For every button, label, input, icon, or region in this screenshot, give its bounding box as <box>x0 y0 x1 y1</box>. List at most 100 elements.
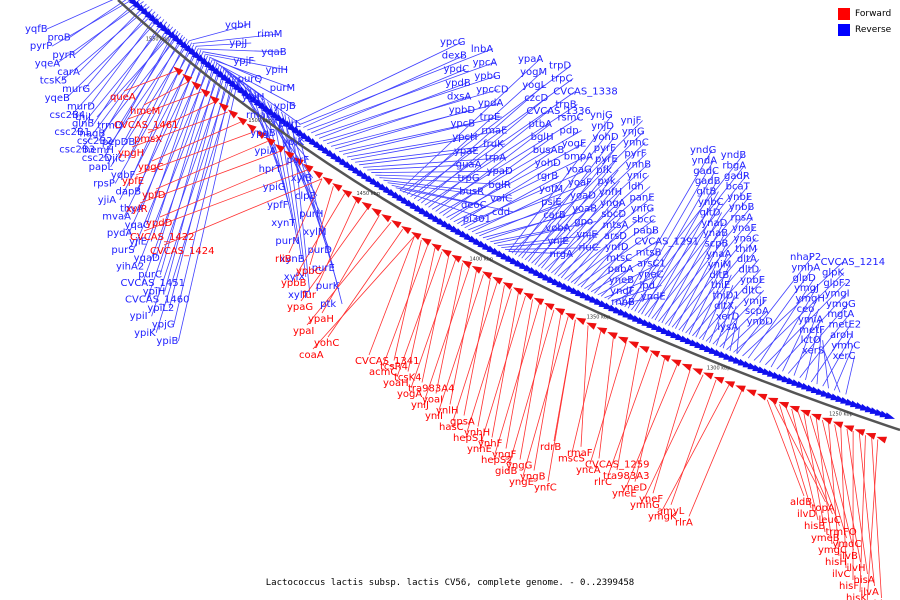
reverse-gene-label: yjiE <box>129 237 147 248</box>
reverse-gene-label: ypfF <box>267 200 289 211</box>
forward-gene-label: yoaI <box>422 395 443 406</box>
reverse-gene-label: murD <box>67 101 95 112</box>
reverse-gene-label: xylT <box>288 290 310 301</box>
reverse-gene-label: ypdB <box>445 78 471 89</box>
reverse-gene-label: hemH <box>84 145 114 156</box>
forward-gene-arrow <box>227 109 238 119</box>
reverse-gene-label: CVCAS_1338 <box>553 87 617 98</box>
forward-gene-arrow <box>332 183 343 192</box>
reverse-line-pfk <box>541 169 619 269</box>
reverse-line-dapb <box>137 46 197 192</box>
reverse-line-trpe <box>338 116 502 153</box>
reverse-line-trpg <box>375 174 480 179</box>
reverse-line-ypdc <box>311 68 466 134</box>
reverse-line-thil <box>96 29 176 118</box>
reverse-line-guaa <box>367 164 478 171</box>
forward-gene-label: gidB <box>495 466 517 477</box>
tick-label: 1350 kbp <box>587 314 611 320</box>
reverse-gene-label: busR <box>459 187 484 198</box>
reverse-line-ynde <box>617 296 663 305</box>
forward-gene-arrow <box>586 322 597 330</box>
forward-line-rdrb <box>553 319 576 442</box>
reverse-line-paba <box>600 268 630 297</box>
reverse-gene-label: ypiK <box>282 137 304 148</box>
reverse-gene-label: ymgH <box>795 294 825 305</box>
reverse-gene-label: trpE <box>480 112 501 123</box>
legend-forward-swatch <box>838 8 850 20</box>
reverse-line-ynaa <box>688 253 729 335</box>
reverse-line-arsd <box>580 235 627 288</box>
reverse-gene-label: xylB <box>291 173 313 184</box>
reverse-gene-label: xynB <box>280 254 305 265</box>
reverse-line-trpa <box>363 157 507 168</box>
forward-line-ynhf <box>491 292 519 438</box>
forward-gene-label: yoaH <box>383 378 409 389</box>
reverse-line-yndf <box>614 290 633 303</box>
forward-line-cvcas-1341 <box>368 235 415 356</box>
reverse-gene-label: thyA <box>120 203 143 214</box>
reverse-gene-label: yniM <box>708 259 732 270</box>
forward-line-ynlh <box>449 270 477 405</box>
forward-gene-arrow <box>351 195 363 204</box>
forward-gene-label: ymeB <box>811 533 840 544</box>
reverse-gene-label: mvaA <box>102 212 131 223</box>
reverse-gene-label: ypiI <box>130 311 148 322</box>
reverse-gene-label: ypgB <box>250 128 276 139</box>
reverse-line-mgta <box>799 313 850 379</box>
reverse-gene-label: ymgG <box>826 299 856 310</box>
reverse-gene-label: ynbE <box>740 275 765 286</box>
reverse-line-yqab <box>199 48 284 53</box>
reverse-gene-label: ypjF <box>233 56 254 67</box>
reverse-gene-label: mtsA <box>603 220 629 231</box>
reverse-gene-label: yqeA <box>35 58 60 69</box>
reverse-gene-label: sbcD <box>601 209 626 220</box>
forward-gene-arrow <box>832 421 844 429</box>
reverse-line-bglr <box>379 177 511 186</box>
reverse-gene-label: CVCAS_1451 <box>121 278 185 289</box>
forward-gene-label: yncA <box>576 465 601 476</box>
reverse-gene-label: ynfH <box>599 187 622 198</box>
forward-gene-label: queA <box>110 92 136 103</box>
reverse-gene-label: ymgJ <box>794 283 819 294</box>
forward-line-gidb <box>508 309 555 466</box>
reverse-gene-label: ymjF <box>743 296 767 307</box>
reverse-gene-label: ynic <box>627 171 648 182</box>
forward-line-ynge <box>522 316 569 477</box>
reverse-line-xerc <box>845 355 856 395</box>
reverse-line-gltb <box>647 191 719 318</box>
forward-line-ynhh <box>477 285 505 427</box>
reverse-line-nagb <box>101 32 181 134</box>
reverse-gene-label: ypcG <box>440 37 466 48</box>
forward-line-fur <box>315 200 357 290</box>
forward-gene-arrow <box>284 150 295 160</box>
forward-gene-label: ypfE <box>122 176 144 187</box>
forward-gene-label: rdrB <box>540 442 561 453</box>
reverse-gene-label: yneB <box>609 275 634 286</box>
reverse-gene-label: xynT <box>271 218 296 229</box>
reverse-line-yofm <box>471 188 562 233</box>
reverse-gene-label: mgtA <box>827 309 854 320</box>
forward-line-leuc <box>785 406 833 515</box>
forward-line-ilva <box>858 433 875 587</box>
reverse-line-ypih <box>205 54 288 71</box>
forward-line-hish <box>828 422 840 557</box>
reverse-line-rgrb <box>464 175 560 229</box>
legend: Forward Reverse <box>838 8 898 40</box>
reverse-line-gadb <box>641 181 718 315</box>
reverse-line-bmpa <box>453 156 586 223</box>
forward-gene-label: tcsR4 <box>380 362 408 373</box>
forward-gene-arrow <box>649 350 661 358</box>
reverse-gene-label: ypaE <box>454 146 479 157</box>
reverse-line-pyrf <box>527 147 617 262</box>
reverse-line-yneb <box>607 279 632 300</box>
forward-line-hisk <box>859 435 866 593</box>
reverse-gene-label: ynhC <box>623 138 649 149</box>
reverse-gene-label: ynaD <box>701 218 727 229</box>
reverse-gene-label: rpsA <box>730 213 753 224</box>
reverse-gene-label: ypiK <box>134 328 156 339</box>
reverse-gene-label: glnB <box>72 119 94 130</box>
forward-gene-arrow <box>274 143 285 153</box>
reverse-gene-label: thiM <box>735 244 757 255</box>
reverse-gene-label: ypcH <box>452 132 477 143</box>
reverse-gene-label: yndB <box>721 150 747 161</box>
